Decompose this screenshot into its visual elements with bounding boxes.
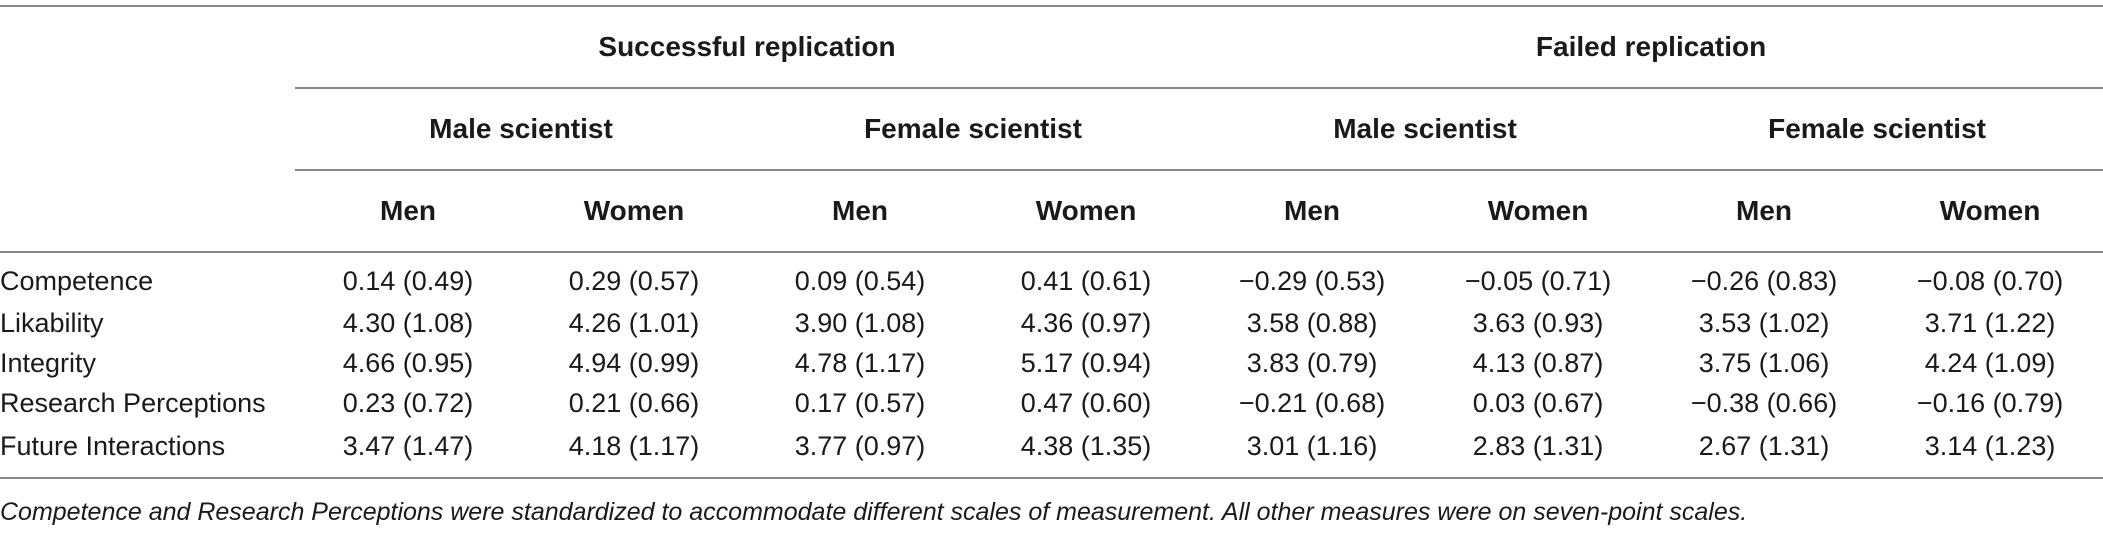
header-gender: Women — [521, 170, 747, 253]
cell-value: −0.26 (0.83) — [1690, 265, 1838, 296]
cell-value: 3.90 (1.08) — [794, 307, 926, 338]
cell-value: 0.09 (0.54) — [794, 265, 926, 296]
cell-value: 0.29 (0.57) — [568, 265, 700, 296]
header-gender: Women — [973, 170, 1200, 253]
cell-value: 3.83 (0.79) — [1246, 347, 1378, 378]
row-label: Integrity — [0, 347, 97, 378]
cell-value: 4.26 (1.01) — [568, 307, 700, 338]
header-successful-replication: Successful replication — [295, 6, 1200, 89]
cell-value: −0.05 (0.71) — [1464, 265, 1612, 296]
cell-value: 3.01 (1.16) — [1199, 423, 1426, 479]
cell-value: −0.16 (0.79) — [1916, 387, 2064, 418]
cell-value: 2.67 (1.31) — [1651, 423, 1878, 479]
cell-value: −0.29 (0.53) — [1238, 265, 1386, 296]
cell-value: 0.03 (0.67) — [1472, 387, 1604, 418]
results-table: Successful replication Failed replicatio… — [0, 5, 2103, 479]
cell-value: 4.24 (1.09) — [1924, 347, 2056, 378]
table-row-likability: Likability 4.30 (1.08) 4.26 (1.01) 3.90 … — [0, 303, 2103, 343]
header-failed-female-scientist: Female scientist — [1651, 88, 2103, 171]
row-label: Future Interactions — [0, 423, 295, 479]
header-row-scientist: Male scientist Female scientist Male sci… — [0, 88, 2103, 171]
header-gender: Women — [1425, 170, 1652, 253]
cell-value: 0.21 (0.66) — [568, 387, 700, 418]
row-label: Likability — [0, 307, 104, 338]
table-row-future-interactions: Future Interactions 3.47 (1.47) 4.18 (1.… — [0, 423, 2103, 479]
cell-value: 3.63 (0.93) — [1472, 307, 1604, 338]
header-gender: Women — [1877, 170, 2103, 253]
results-table-container: Successful replication Failed replicatio… — [0, 5, 2103, 479]
table-row-integrity: Integrity 4.66 (0.95) 4.94 (0.99) 4.78 (… — [0, 343, 2103, 383]
cell-value: 0.14 (0.49) — [342, 265, 474, 296]
cell-value: 4.38 (1.35) — [973, 423, 1200, 479]
header-empty-cell — [0, 170, 295, 253]
header-gender: Men — [747, 170, 973, 253]
cell-value: 3.75 (1.06) — [1698, 347, 1830, 378]
header-empty-cell — [0, 6, 295, 88]
cell-value: 2.83 (1.31) — [1425, 423, 1652, 479]
cell-value: 3.58 (0.88) — [1246, 307, 1378, 338]
header-failed-male-scientist: Male scientist — [1199, 88, 1652, 171]
cell-value: −0.21 (0.68) — [1238, 387, 1386, 418]
cell-value: 4.30 (1.08) — [342, 307, 474, 338]
header-failed-replication: Failed replication — [1199, 6, 2103, 89]
cell-value: 4.36 (0.97) — [1020, 307, 1152, 338]
header-success-male-scientist: Male scientist — [295, 88, 747, 171]
header-empty-cell — [0, 88, 295, 170]
cell-value: 0.47 (0.60) — [1020, 387, 1152, 418]
header-success-female-scientist: Female scientist — [747, 88, 1200, 171]
cell-value: 4.94 (0.99) — [568, 347, 700, 378]
cell-value: 4.18 (1.17) — [521, 423, 747, 479]
header-row-condition: Successful replication Failed replicatio… — [0, 6, 2103, 89]
cell-value: 4.78 (1.17) — [794, 347, 926, 378]
table-footnote: Competence and Research Perceptions were… — [0, 498, 1748, 526]
header-gender: Men — [1199, 170, 1426, 253]
table-row-competence: Competence 0.14 (0.49) 0.29 (0.57) 0.09 … — [0, 252, 2103, 303]
cell-value: 0.41 (0.61) — [1020, 265, 1152, 296]
cell-value: 3.47 (1.47) — [295, 423, 521, 479]
cell-value: 3.71 (1.22) — [1924, 307, 2056, 338]
cell-value: 0.23 (0.72) — [342, 387, 474, 418]
header-row-participant-gender: Men Women Men Women Men Women Men Women — [0, 170, 2103, 253]
row-label: Competence — [0, 265, 154, 296]
cell-value: 4.66 (0.95) — [342, 347, 474, 378]
row-label: Research Perceptions — [0, 387, 266, 418]
table-row-research-perceptions: Research Perceptions 0.23 (0.72) 0.21 (0… — [0, 383, 2103, 423]
cell-value: 4.13 (0.87) — [1472, 347, 1604, 378]
cell-value: 5.17 (0.94) — [1020, 347, 1152, 378]
cell-value: 3.77 (0.97) — [747, 423, 973, 479]
cell-value: 3.53 (1.02) — [1698, 307, 1830, 338]
header-gender: Men — [1651, 170, 1878, 253]
cell-value: 3.14 (1.23) — [1877, 423, 2103, 479]
header-gender: Men — [295, 170, 521, 253]
cell-value: −0.38 (0.66) — [1690, 387, 1838, 418]
cell-value: 0.17 (0.57) — [794, 387, 926, 418]
cell-value: −0.08 (0.70) — [1916, 265, 2064, 296]
